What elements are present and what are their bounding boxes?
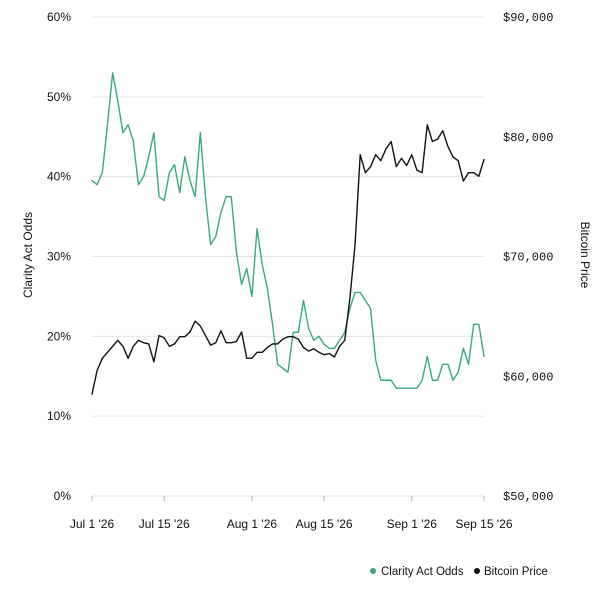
y-right-tick-label: $70,000 [503, 251, 553, 265]
legend-item-clarity[interactable]: Clarity Act Odds [370, 566, 464, 578]
left-axis-ticks: 0% 10% 20% 30% 40% 50% 60% [47, 10, 71, 503]
x-tick-label: Jul 1 '26 [70, 517, 115, 531]
y-left-tick-label: 0% [54, 489, 72, 503]
legend-label-bitcoin: Bitcoin Price [484, 566, 548, 578]
y-right-tick-label: $60,000 [503, 370, 553, 384]
x-tick-label: Jul 15 '26 [139, 517, 190, 531]
y-left-tick-label: 30% [47, 250, 71, 264]
y-right-tick-label: $50,000 [503, 490, 553, 504]
y-left-tick-label: 60% [47, 10, 71, 24]
x-tick-label: Sep 15 '26 [455, 517, 512, 531]
y-right-axis-title: Bitcoin Price [578, 222, 592, 289]
x-axis-ticks: Jul 1 '26 Jul 15 '26 Aug 1 '26 Aug 15 '26 Se… [70, 496, 513, 531]
legend: Clarity Act Odds Bitcoin Price [370, 566, 548, 578]
y-right-tick-label: $80,000 [503, 131, 553, 145]
y-left-tick-label: 10% [47, 409, 71, 423]
y-left-axis-title: Clarity Act Odds [21, 212, 35, 298]
clarity-act-odds-line [91, 72, 485, 389]
legend-label-clarity: Clarity Act Odds [381, 566, 464, 578]
y-left-tick-label: 50% [47, 90, 71, 104]
legend-item-bitcoin[interactable]: Bitcoin Price [474, 566, 548, 578]
legend-marker-clarity [370, 568, 376, 574]
series-lines [91, 72, 485, 395]
y-left-tick-label: 20% [47, 329, 71, 343]
y-right-tick-label: $90,000 [503, 11, 553, 25]
x-tick-label: Aug 1 '26 [227, 517, 278, 531]
legend-marker-bitcoin [474, 568, 480, 574]
gridlines [92, 16, 484, 497]
right-axis-ticks: $50,000 $60,000 $70,000 $80,000 $90,000 [503, 11, 553, 504]
bitcoin-price-line [91, 124, 485, 395]
x-tick-label: Sep 1 '26 [387, 517, 438, 531]
x-tick-label: Aug 15 '26 [296, 517, 353, 531]
y-left-tick-label: 40% [47, 170, 71, 184]
